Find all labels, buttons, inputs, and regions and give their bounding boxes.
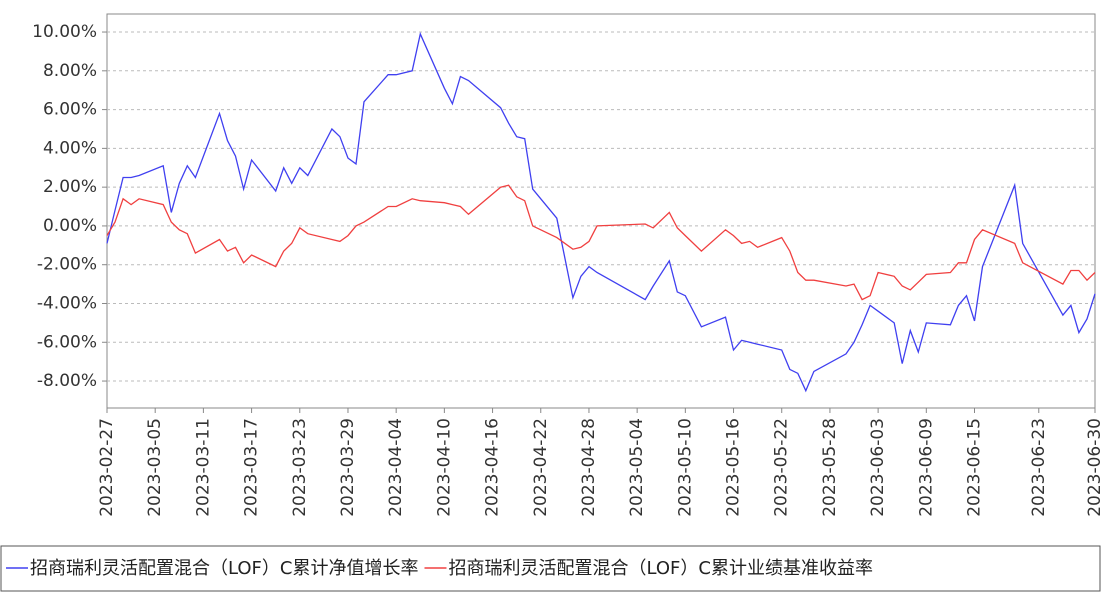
x-tick-label: 2023-06-09 xyxy=(916,418,936,517)
y-tick-label: 8.00% xyxy=(43,61,97,81)
x-tick-label: 2023-04-04 xyxy=(386,418,406,517)
series-line xyxy=(106,31,1096,393)
x-tick-label: 2023-02-27 xyxy=(97,418,117,517)
y-tick-label: 6.00% xyxy=(43,100,97,120)
y-tick-label: -8.00% xyxy=(37,371,97,391)
x-tick-label: 2023-04-22 xyxy=(531,418,551,517)
plot-area xyxy=(106,13,1096,409)
series-line xyxy=(106,184,1096,301)
y-tick-label: -6.00% xyxy=(37,332,97,352)
y-tick-label: 2.00% xyxy=(43,177,97,197)
x-tick-label: 2023-05-22 xyxy=(772,418,792,517)
legend-box xyxy=(0,545,1101,592)
y-tick-label: 4.00% xyxy=(43,138,97,158)
legend-label: 招商瑞利灵活配置混合（LOF）C累计业绩基准收益率 xyxy=(448,558,872,579)
x-tick-label: 2023-03-05 xyxy=(145,418,165,517)
y-tick-label: -4.00% xyxy=(37,293,97,313)
y-tick-label: 10.00% xyxy=(32,22,97,42)
y-tick-label: 0.00% xyxy=(43,216,97,236)
x-tick-label: 2023-03-17 xyxy=(242,418,262,517)
x-tick-label: 2023-04-10 xyxy=(434,418,454,517)
x-tick-label: 2023-06-30 xyxy=(1085,418,1101,517)
x-tick-label: 2023-03-23 xyxy=(290,418,310,517)
x-tick-label: 2023-05-10 xyxy=(675,418,695,517)
x-tick-label: 2023-06-23 xyxy=(1029,418,1049,517)
legend-label: 招商瑞利灵活配置混合（LOF）C累计净值增长率 xyxy=(30,558,418,579)
x-tick-label: 2023-04-16 xyxy=(483,418,503,517)
x-tick-label: 2023-03-29 xyxy=(338,418,358,517)
x-tick-label: 2023-06-15 xyxy=(965,418,985,517)
y-tick-label: -2.00% xyxy=(37,255,97,275)
x-tick-label: 2023-05-16 xyxy=(724,418,744,517)
x-tick-label: 2023-05-04 xyxy=(627,418,647,517)
x-tick-label: 2023-06-03 xyxy=(868,418,888,517)
x-tick-label: 2023-04-28 xyxy=(579,418,599,517)
x-tick-label: 2023-03-11 xyxy=(193,418,213,517)
x-tick-label: 2023-05-28 xyxy=(820,418,840,517)
